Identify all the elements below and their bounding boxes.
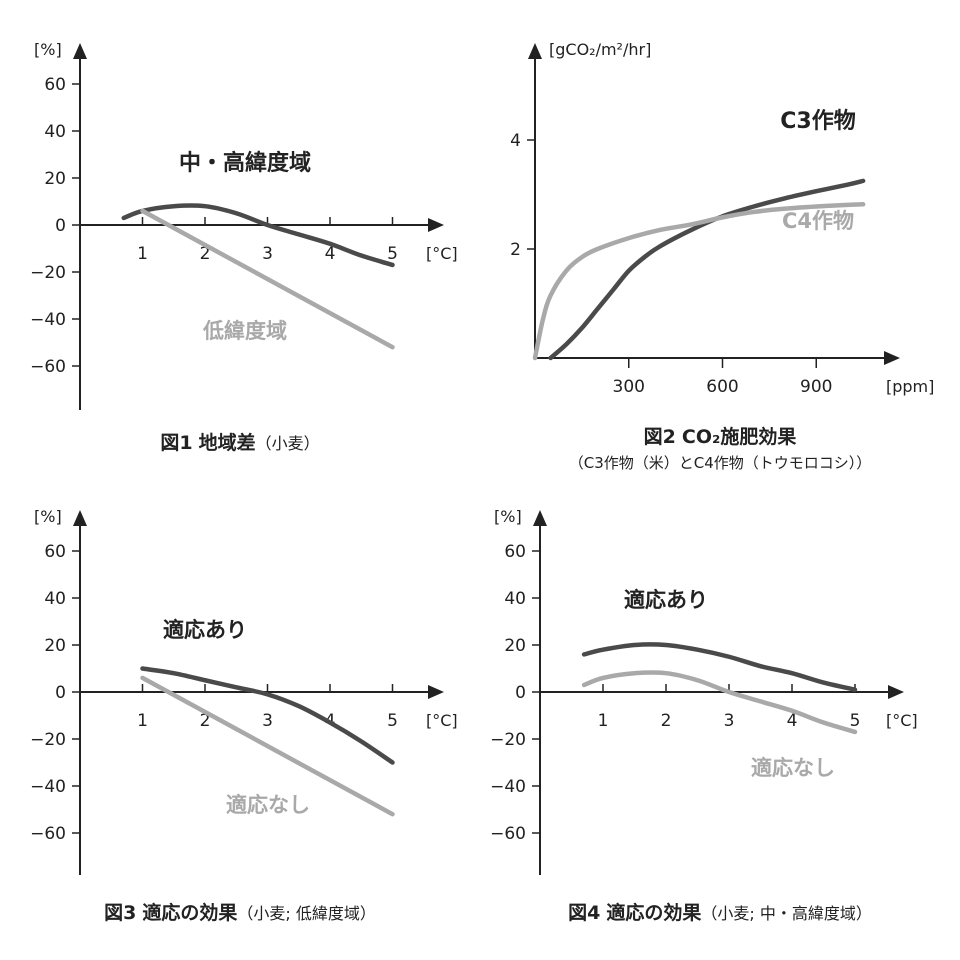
y-axis-label: [%]: [494, 507, 522, 526]
x-tick-label: 5: [387, 244, 398, 264]
caption-fig4-title: 適応の効果: [606, 902, 702, 924]
y-tick-label: 20: [44, 636, 66, 656]
series-label: 適応あり: [163, 618, 247, 642]
y-tick-label: 20: [44, 169, 66, 189]
series-label: 適応なし: [751, 756, 835, 780]
chart-fig3: 60 40 20 0 −20 −40 −60 1 2 3 4 5 [%] [°C] 適応あり 適応なし 図3 …: [0, 480, 480, 960]
y-tick-label: 40: [504, 589, 526, 609]
y-axis-arrow: [73, 43, 87, 59]
y-tick-label: 4: [510, 131, 521, 151]
x-tick-label: 600: [706, 377, 738, 397]
y-tick-label: −60: [30, 357, 66, 377]
x-tick-label: 300: [613, 377, 645, 397]
caption-fig2-sub: （C3作物（米）とC4作物（トウモロコシ））: [568, 454, 872, 472]
y-tick-label: 60: [44, 75, 66, 95]
y-axis-arrow: [73, 510, 87, 526]
caption-fig4: 図4 適応の効果（小麦; 中・高緯度域）: [480, 898, 960, 925]
series-line-dark: [581, 642, 858, 692]
x-tick-label: 1: [137, 244, 148, 264]
chart-fig1: 60 40 20 0 −20 −40 −60 1 2 3 4 5 [%] [°C] 中・高緯度域 低緯度域 図…: [0, 0, 480, 480]
y-tick-label: 0: [55, 683, 66, 703]
y-tick-label: 60: [504, 542, 526, 562]
y-tick-label: −20: [30, 730, 66, 750]
y-tick-label: −20: [490, 730, 526, 750]
series-label: 低緯度域: [202, 319, 287, 343]
y-tick-label: −40: [490, 777, 526, 797]
x-tick-label: 4: [325, 244, 336, 264]
y-tick-label: −60: [30, 824, 66, 844]
caption-fig3-title: 適応の効果: [142, 902, 238, 924]
x-tick-label: 1: [598, 711, 609, 731]
x-axis-label: [ppm]: [886, 377, 934, 396]
series-line-dark: [548, 178, 866, 361]
x-axis-arrow: [428, 685, 444, 699]
chart-fig2: 2 4 300 600 900 [gCO₂/m²/hr] [ppm] C3作物 C4作物 図2 …: [480, 0, 960, 480]
series-line-light: [140, 675, 395, 817]
x-tick-label: 3: [724, 711, 735, 731]
x-axis-label: [°C]: [426, 711, 458, 730]
caption-fig3-number: 図3: [104, 902, 137, 924]
series-line-dark: [121, 203, 395, 268]
series-label: C3作物: [780, 108, 855, 134]
series-line-light: [140, 208, 395, 350]
caption-fig3-sub: （小麦; 低緯度域）: [237, 904, 376, 923]
x-tick-label: 3: [262, 244, 273, 264]
series-label: 中・高緯度域: [179, 150, 311, 176]
y-tick-label: −40: [30, 777, 66, 797]
y-axis-arrow: [533, 510, 547, 526]
y-tick-label: 20: [504, 636, 526, 656]
y-tick-label: 60: [44, 542, 66, 562]
y-axis-arrow: [528, 43, 542, 59]
series-label: C4作物: [782, 209, 854, 233]
caption-fig4-number: 図4: [568, 902, 601, 924]
series-label: 適応あり: [624, 588, 708, 612]
x-axis-label: [°C]: [886, 711, 918, 730]
x-axis-arrow: [428, 218, 444, 232]
x-axis-label: [°C]: [426, 244, 458, 263]
caption-fig2-title: CO₂施肥効果: [681, 426, 797, 448]
y-tick-label: −40: [30, 310, 66, 330]
y-tick-label: 0: [55, 216, 66, 236]
x-axis-arrow: [884, 351, 900, 365]
y-tick-label: −60: [490, 824, 526, 844]
series-label: 適応なし: [226, 793, 310, 817]
caption-fig1-number: 図1: [160, 432, 193, 454]
caption-fig1-sub: （小麦）: [255, 434, 320, 453]
y-axis-label: [%]: [34, 40, 62, 59]
x-tick-label: 4: [787, 711, 798, 731]
caption-fig3: 図3 適応の効果（小麦; 低緯度域）: [0, 898, 480, 925]
y-tick-label: 0: [515, 683, 526, 703]
caption-fig2-number: 図2: [643, 426, 676, 448]
caption-fig1: 図1 地域差（小麦）: [0, 428, 480, 455]
y-axis-label: [%]: [34, 507, 62, 526]
caption-fig4-sub: （小麦; 中・高緯度域）: [701, 904, 872, 923]
y-tick-label: 2: [510, 240, 521, 260]
x-tick-label: 1: [137, 711, 148, 731]
chart-fig2-plot: 2 4 300 600 900 [gCO₂/m²/hr] [ppm] C3作物 C4作物: [510, 40, 934, 397]
x-tick-label: 2: [200, 711, 211, 731]
caption-fig1-title: 地域差: [198, 432, 256, 454]
x-tick-label: 3: [262, 711, 273, 731]
y-tick-label: −20: [30, 263, 66, 283]
chart-fig4: 60 40 20 0 −20 −40 −60 1 2 3 4 5 [%] [°C] 適応あり適応なし 図4 …: [480, 480, 960, 960]
x-tick-label: 5: [850, 711, 861, 731]
y-tick-label: 40: [44, 122, 66, 142]
y-axis-label: [gCO₂/m²/hr]: [549, 40, 651, 59]
x-tick-label: 5: [387, 711, 398, 731]
x-tick-label: 2: [661, 711, 672, 731]
x-axis-arrow: [888, 685, 904, 699]
caption-fig2: 図2 CO₂施肥効果: [480, 422, 960, 449]
series-line-light: [581, 670, 858, 735]
x-tick-label: 2: [200, 244, 211, 264]
x-tick-label: 900: [800, 377, 832, 397]
y-tick-label: 40: [44, 589, 66, 609]
series-line-light: [532, 202, 866, 361]
series-line-dark: [140, 666, 395, 765]
